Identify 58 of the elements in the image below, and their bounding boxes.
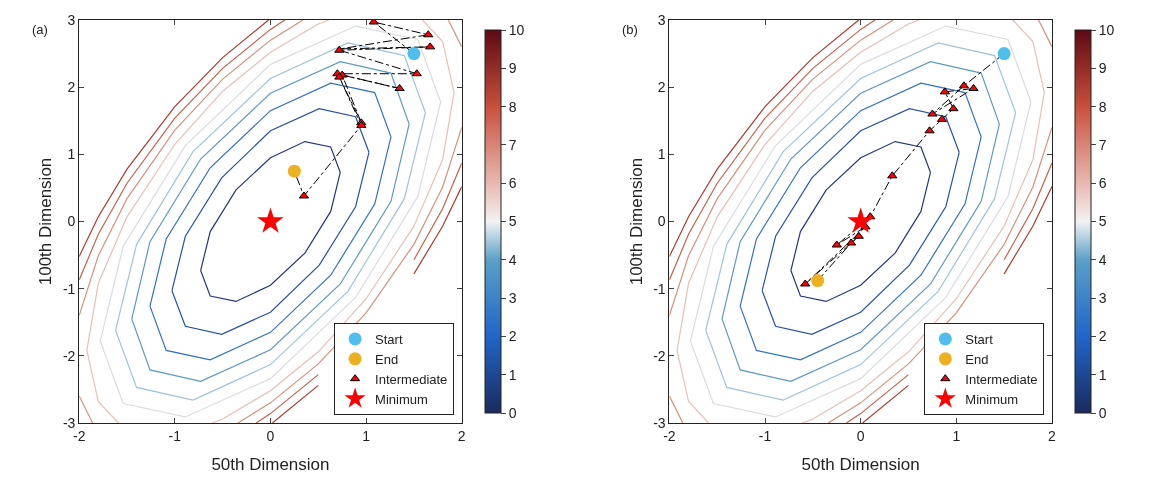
x-tick-label: 2 [1048,427,1057,444]
color-bar-label: 9 [1098,60,1107,77]
color-bar-label: 2 [508,328,517,345]
color-bar-label: 0 [508,404,517,421]
y-axis-title: 100th Dimension [36,157,56,286]
legend-label: Intermediate [375,371,448,387]
x-tick-label: 0 [856,427,865,444]
color-bar-label: 3 [508,290,517,306]
y-tick-label: -3 [653,414,666,431]
color-bar-label: 8 [1098,98,1107,115]
y-tick-label: 1 [67,146,76,163]
y-tick-label: 2 [67,79,76,96]
y-tick-label: 0 [657,213,666,230]
y-tick-label: -2 [62,347,76,364]
legend-label: Minimum [375,391,428,407]
chart-title: (a) [32,22,48,37]
color-bar-label: 8 [508,98,517,115]
color-bar-label: 10 [1098,21,1115,38]
x-tick-label: -1 [758,427,772,444]
chart-title: (b) [622,22,638,37]
color-bar-label: 5 [1098,213,1107,230]
x-tick-label: 1 [362,427,371,444]
legend-label: End [375,351,399,367]
y-axis-title: 100th Dimension [626,157,646,286]
x-tick-label: 1 [952,427,961,444]
color-bar-label: 2 [1098,328,1107,345]
color-bar-label: 5 [508,213,517,230]
x-tick-label: 0 [266,427,275,444]
x-axis-title: 50th Dimension [211,455,330,475]
y-tick-label: 0 [67,213,76,230]
legend-label: End [965,351,989,367]
y-tick-label: 3 [67,11,76,28]
legend-label: Start [375,331,403,347]
color-bar-label: 6 [508,175,517,192]
color-bar-label: 3 [1098,290,1107,306]
color-bar-label: 4 [1098,251,1107,268]
color-bar-label: 9 [508,60,517,77]
color-bar-label: 6 [1098,175,1107,192]
legend-label: Minimum [965,391,1019,407]
legend-label: Intermediate [965,371,1038,387]
y-tick-label: -1 [62,280,76,297]
color-bar-label: 7 [508,136,517,153]
y-tick-label: 1 [657,146,666,163]
color-bar-label: 7 [1098,136,1107,153]
color-bar-label: 0 [1098,404,1107,421]
y-tick-label: -1 [653,280,666,297]
y-tick-label: 2 [657,79,666,96]
color-bar-label: 10 [508,21,525,38]
color-bar-label: 1 [508,366,517,383]
x-tick-label: -1 [168,427,182,444]
legend-label: Start [965,331,994,347]
x-tick-label: 2 [457,427,466,444]
y-tick-label: -2 [653,347,666,364]
y-tick-label: -3 [62,414,76,431]
color-bar-label: 4 [508,251,517,268]
y-tick-label: 3 [657,11,666,28]
color-bar-label: 1 [1098,366,1107,383]
x-axis-title: 50th Dimension [801,455,920,475]
